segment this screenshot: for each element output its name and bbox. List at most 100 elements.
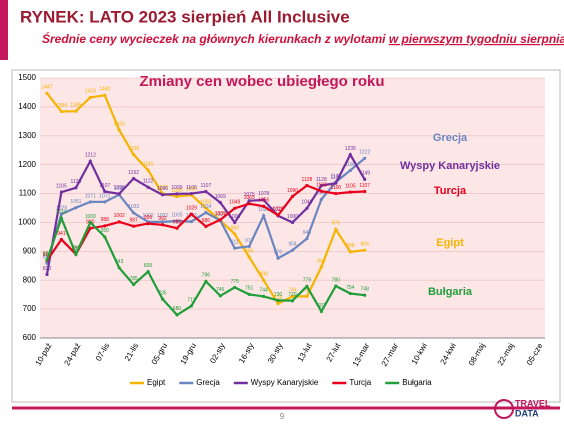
data-label: 992 [158,216,167,222]
data-label: 1105 [345,183,356,189]
y-tick-label: 1100 [19,189,37,198]
data-label: 1029 [56,205,67,211]
data-label: 917 [245,238,254,244]
point [363,156,367,160]
data-label: 1100 [330,185,341,191]
series-annotation: Grecja [433,132,468,144]
series-annotation: Turcja [434,185,467,197]
point [363,189,367,194]
data-label: 1120 [70,179,81,185]
point [290,248,295,252]
slide-subtitle: Średnie ceny wycieczek na głównych kieru… [42,31,564,46]
accent-bar [0,0,8,60]
point [189,212,194,216]
point [305,183,309,188]
y-tick-label: 1500 [18,73,36,82]
subtitle-underlined: w pierwszym tygodniu sierpnia [389,32,564,46]
point [45,272,49,277]
data-label: 1384 [56,103,67,109]
data-label: 1096 [114,186,125,192]
data-label: 1065 [244,195,255,201]
data-label: 1015 [56,209,67,215]
point [204,189,208,194]
data-label: 1447 [41,85,52,91]
point [348,152,352,157]
data-label: 719 [274,295,283,301]
data-label: 785 [129,276,138,282]
data-label: 1023 [272,207,283,213]
data-label: 746 [216,287,225,293]
logo-bottom: DATA [515,408,539,418]
point [88,159,92,163]
data-label: 1023 [258,207,269,213]
point [160,193,165,197]
point [262,214,266,218]
point [103,200,107,204]
point [160,223,165,227]
data-label: 904 [288,242,297,248]
legend-label: Egipt [147,378,166,387]
data-label: 1128 [302,177,313,183]
point [88,220,92,225]
data-label: 987 [129,218,138,224]
point [247,244,251,249]
point [247,202,251,206]
data-label: 1128 [316,177,327,183]
data-label: 1152 [128,170,139,176]
point [363,293,367,297]
data-label: 1025 [272,207,283,213]
data-label: 820 [43,266,52,272]
data-label: 1136 [330,174,341,180]
data-label: 1095 [186,186,197,192]
data-label: 890 [72,246,81,252]
point [146,222,150,226]
data-label: 711 [187,297,195,303]
point [305,206,309,210]
data-label: 730 [274,292,283,298]
point [88,95,92,99]
point [276,298,280,303]
data-label: 1385 [70,103,81,109]
data-label: 1009 [215,211,226,217]
point [334,227,338,231]
point [146,269,150,274]
data-label: 944 [303,230,312,236]
point [305,294,309,298]
point [117,220,121,224]
point [132,152,136,157]
point [334,284,338,288]
point [204,211,208,215]
data-label: 1105 [56,183,67,189]
data-label: 1033 [128,204,139,210]
data-label: 735 [158,290,167,296]
point [74,186,78,190]
data-label: 729 [288,292,297,298]
data-label: 846 [317,258,326,264]
point [175,192,179,196]
point [276,256,280,260]
data-label: 1222 [359,150,370,156]
point [319,265,323,269]
point [305,284,309,288]
data-label: 1007 [215,212,226,218]
data-label: 1002 [143,213,154,219]
data-label: 1090 [287,188,298,194]
data-label: 692 [317,303,326,309]
point [218,218,222,222]
series-annotation: Bułgaria [428,286,473,298]
point [247,199,251,203]
point [45,91,49,95]
point [189,304,194,308]
point [117,266,121,270]
legend-item: Turcja [332,378,372,387]
data-label: 1007 [215,212,226,218]
point [103,235,107,239]
point [348,250,352,254]
data-label: 1069 [215,194,226,200]
data-label: 843 [115,259,124,265]
point [204,206,208,210]
data-label: 1180 [345,162,356,168]
point [348,168,352,173]
point [132,176,136,181]
point [59,216,64,220]
